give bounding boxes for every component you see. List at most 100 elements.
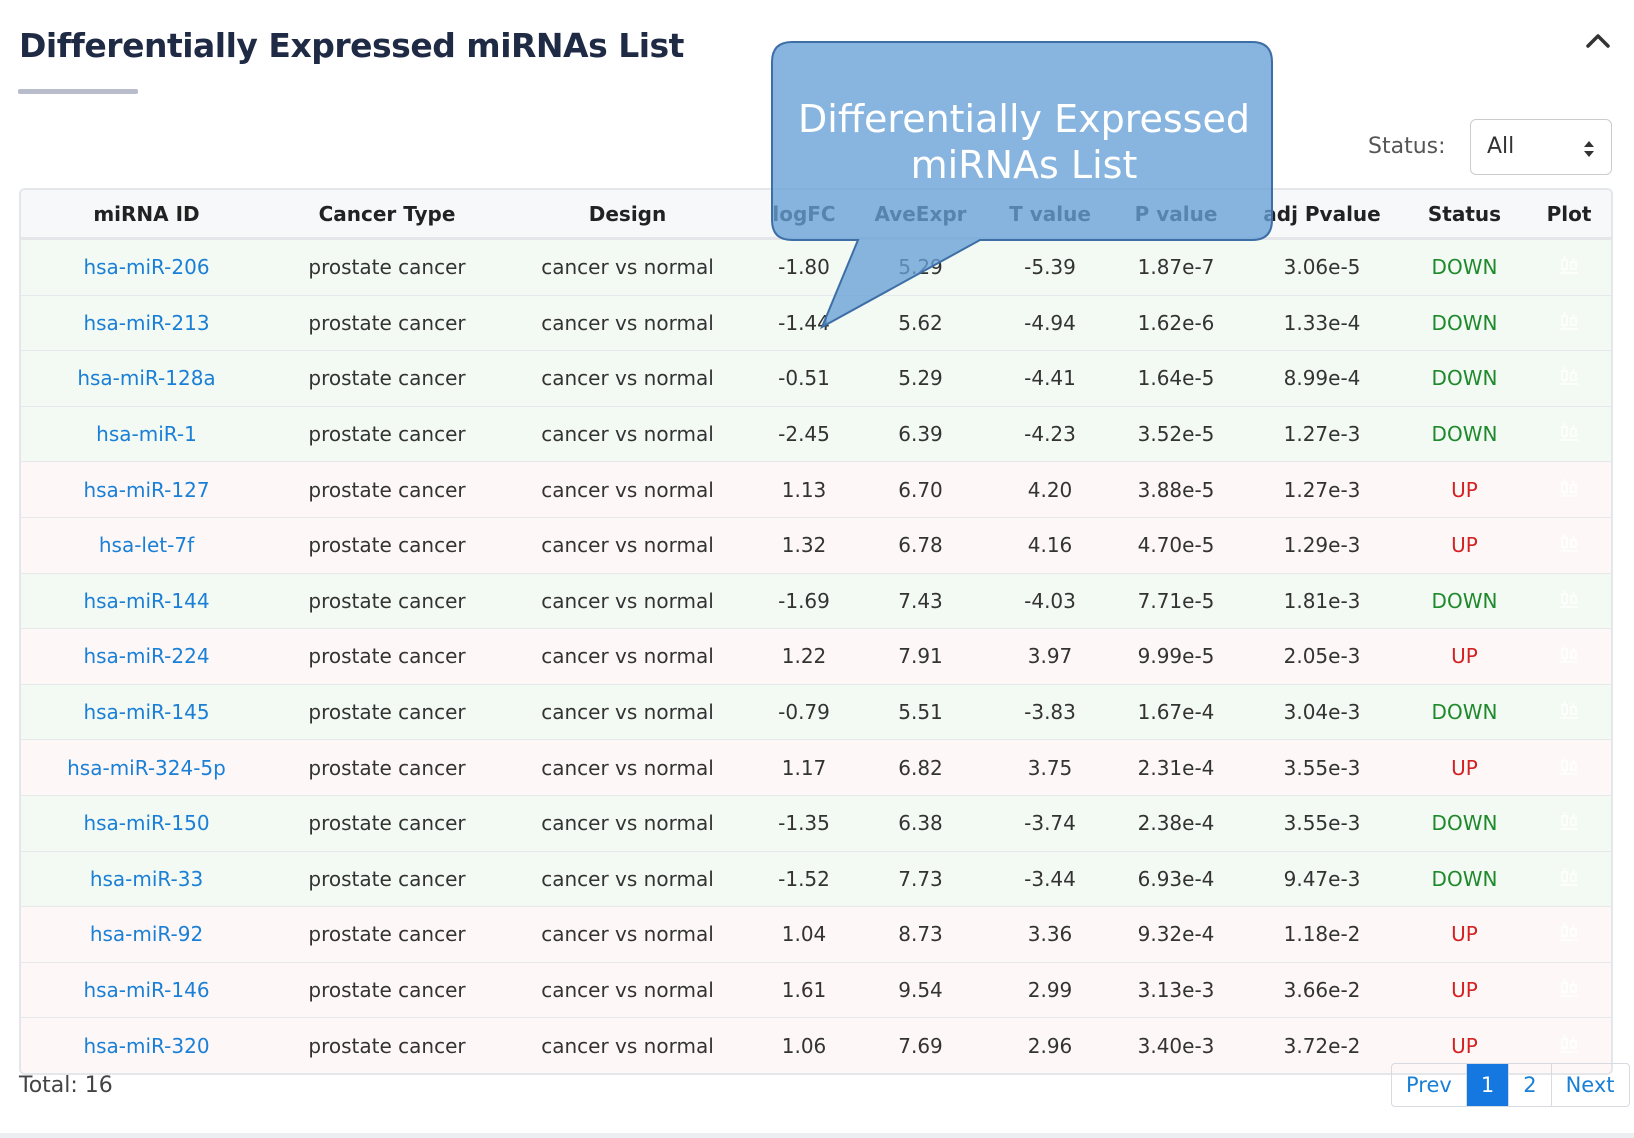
cell: prostate cancer [272, 516, 502, 574]
cell: -3.44 [986, 850, 1114, 907]
mirna-link[interactable]: hsa-miR-145 [83, 700, 210, 725]
page-button[interactable]: 1 [1465, 1064, 1509, 1106]
plot-cell [1523, 850, 1611, 907]
mirna-link[interactable]: hsa-miR-128a [77, 366, 216, 391]
cell: 6.38 [855, 794, 986, 852]
cell: cancer vs normal [502, 294, 753, 351]
cell: cancer vs normal [502, 461, 753, 518]
cell: -1.69 [753, 572, 855, 629]
mirna-link[interactable]: hsa-miR-92 [89, 922, 204, 947]
cell: 2.31e-4 [1114, 739, 1238, 796]
cell: 3.36 [986, 906, 1114, 963]
status-cell: DOWN [1406, 850, 1523, 907]
cell: -1.80 [753, 238, 855, 296]
cell: hsa-let-7f [21, 516, 272, 574]
mirna-link[interactable]: hsa-miR-324-5p [67, 755, 226, 780]
mirna-link[interactable]: hsa-let-7f [98, 533, 195, 558]
plot-button[interactable] [1559, 700, 1579, 724]
mirna-link[interactable]: hsa-miR-127 [83, 477, 210, 502]
cell: -1.35 [753, 794, 855, 852]
cell: -1.52 [753, 850, 855, 907]
plot-button[interactable] [1559, 978, 1579, 1002]
plot-button[interactable] [1559, 533, 1579, 557]
column-header: Cancer Type [272, 190, 502, 240]
mirna-link[interactable]: hsa-miR-206 [83, 255, 210, 280]
cell: cancer vs normal [502, 516, 753, 574]
table-row: hsa-miR-320 prostate cancer cancer vs norm… [21, 1017, 1611, 1073]
cell: -4.41 [986, 350, 1114, 407]
status-select[interactable]: All [1470, 119, 1612, 175]
page-button[interactable]: 2 [1508, 1064, 1550, 1106]
table-row: hsa-miR-146 prostate cancer cancer vs norm… [21, 961, 1611, 1018]
collapse-toggle[interactable] [1584, 30, 1612, 52]
cell: cancer vs normal [502, 683, 753, 740]
mirna-link[interactable]: hsa-miR-146 [83, 978, 210, 1003]
mirna-link[interactable]: hsa-miR-150 [83, 811, 210, 836]
plot-cell [1523, 794, 1611, 852]
cell: 8.73 [855, 906, 986, 963]
cell: prostate cancer [272, 628, 502, 685]
mirna-link[interactable]: hsa-miR-213 [83, 310, 210, 335]
cell: 1.81e-3 [1238, 572, 1406, 629]
plot-button[interactable] [1559, 922, 1579, 946]
cell: 7.43 [855, 572, 986, 629]
plot-cell [1523, 405, 1611, 462]
column-header: miRNA ID [21, 190, 272, 240]
plot-cell [1523, 961, 1611, 1018]
table-row: hsa-miR-145 prostate cancer cancer vs norm… [21, 683, 1611, 740]
plot-button[interactable] [1559, 1034, 1579, 1058]
cell: 6.70 [855, 461, 986, 518]
mirna-link[interactable]: hsa-miR-33 [89, 866, 204, 891]
cell: 1.22 [753, 628, 855, 685]
cell: hsa-miR-92 [21, 906, 272, 963]
plot-cell [1523, 461, 1611, 518]
mirna-link[interactable]: hsa-miR-320 [83, 1033, 210, 1058]
plot-button[interactable] [1559, 756, 1579, 780]
cell: 1.32 [753, 516, 855, 574]
cell: 5.29 [855, 350, 986, 407]
cell: 8.99e-4 [1238, 350, 1406, 407]
plot-icon [1560, 701, 1578, 719]
table-row: hsa-miR-1 prostate cancer cancer vs normal… [21, 405, 1611, 462]
plot-icon [1560, 756, 1578, 775]
status-cell: DOWN [1406, 294, 1523, 351]
cell: prostate cancer [272, 794, 502, 852]
cell: prostate cancer [272, 461, 502, 518]
mirna-link[interactable]: hsa-miR-144 [83, 588, 210, 613]
plot-button[interactable] [1559, 255, 1579, 279]
cell: hsa-miR-320 [21, 1017, 272, 1073]
cell: cancer vs normal [502, 906, 753, 963]
cell: prostate cancer [272, 1017, 502, 1073]
plot-icon [1560, 478, 1578, 497]
cell: cancer vs normal [502, 850, 753, 907]
cell: cancer vs normal [502, 1017, 753, 1073]
table-body: hsa-miR-206 prostate cancer cancer vs norm… [21, 238, 1611, 1073]
plot-button[interactable] [1559, 422, 1579, 446]
status-cell: DOWN [1406, 350, 1523, 407]
cell: 2.99 [986, 961, 1114, 1018]
plot-button[interactable] [1559, 867, 1579, 891]
cell: 2.96 [986, 1017, 1114, 1073]
cell: 1.06 [753, 1017, 855, 1073]
mirna-link[interactable]: hsa-miR-224 [83, 644, 210, 669]
cell: 2.05e-3 [1238, 628, 1406, 685]
plot-cell [1523, 350, 1611, 407]
plot-icon [1560, 589, 1578, 608]
plot-button[interactable] [1559, 366, 1579, 390]
mirna-link[interactable]: hsa-miR-1 [96, 422, 197, 447]
plot-button[interactable] [1559, 311, 1579, 335]
plot-button[interactable] [1559, 811, 1579, 835]
page-button[interactable]: Prev [1406, 1073, 1452, 1097]
plot-button[interactable] [1559, 478, 1579, 502]
plot-button[interactable] [1559, 589, 1579, 613]
cell: prostate cancer [272, 350, 502, 407]
title-underline [18, 89, 138, 94]
cell: 1.17 [753, 739, 855, 796]
page-button[interactable]: Next [1550, 1064, 1629, 1106]
plot-icon [1560, 923, 1578, 942]
cell: 9.99e-5 [1114, 628, 1238, 685]
cell: -3.74 [986, 794, 1114, 852]
plot-button[interactable] [1559, 644, 1579, 668]
